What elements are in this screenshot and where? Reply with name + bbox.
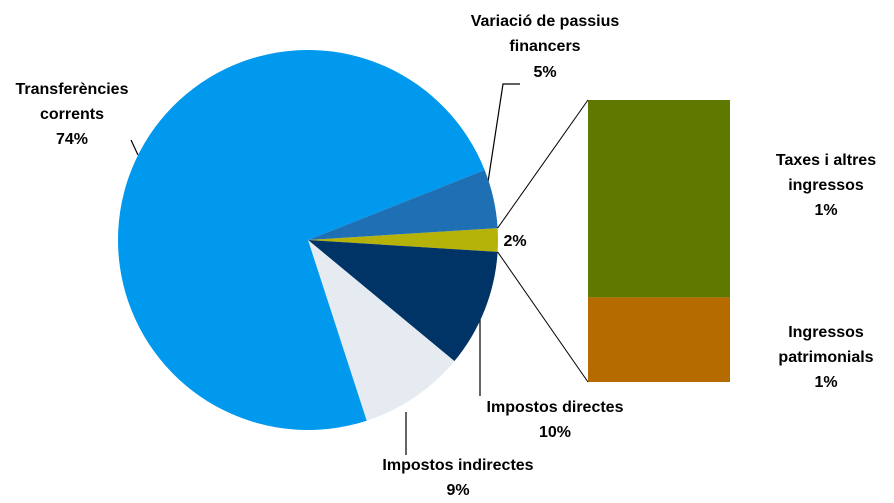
bar-label: Ingressos patrimonials bbox=[778, 324, 874, 366]
connector-line bbox=[497, 99, 589, 229]
bar-label: Taxes i altres ingressos bbox=[775, 152, 877, 194]
bar-segment bbox=[588, 297, 730, 382]
pie-slice bbox=[308, 170, 498, 240]
slice-percent: 10% bbox=[538, 424, 572, 441]
slice-label: Transferències corrents bbox=[15, 81, 129, 123]
pie-slice bbox=[308, 228, 498, 252]
slice-percent: 74% bbox=[55, 131, 89, 148]
leader-line bbox=[130, 139, 139, 156]
slice-percent: 5% bbox=[533, 64, 557, 81]
pie-slice bbox=[308, 240, 455, 421]
slice-label: Variació de passius financers bbox=[470, 13, 620, 55]
slice-label: Impostos indirectes bbox=[382, 457, 534, 474]
bar-percent: 1% bbox=[814, 374, 838, 391]
slice-percent: 9% bbox=[446, 482, 470, 499]
connector-line bbox=[497, 251, 589, 383]
slice-label: Impostos directes bbox=[486, 399, 624, 416]
pie-slice bbox=[308, 240, 498, 362]
bar-segment bbox=[588, 100, 730, 298]
leader-line bbox=[487, 83, 520, 183]
bar-percent: 1% bbox=[814, 202, 838, 219]
slice-percent: 2% bbox=[503, 233, 527, 250]
pie-slice bbox=[118, 50, 485, 430]
